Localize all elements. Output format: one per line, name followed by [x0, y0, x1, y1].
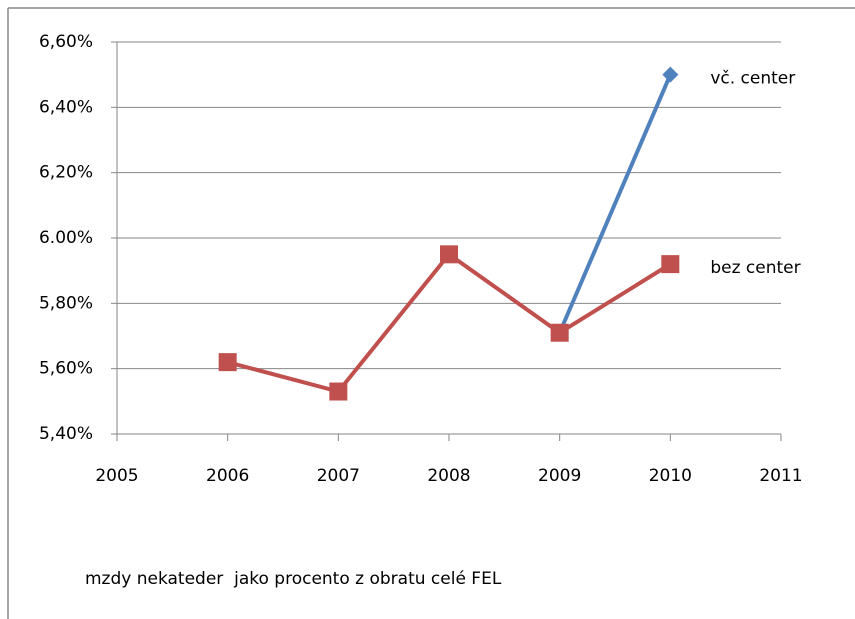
x-tick-label: 2007 — [317, 466, 360, 486]
y-tick-label: 6,20% — [39, 163, 93, 183]
series-label: bez center — [710, 258, 800, 278]
marker — [661, 255, 680, 274]
marker — [329, 382, 348, 401]
series-line — [227, 251, 672, 394]
y-tick-label: 6,40% — [39, 97, 93, 117]
y-tick-label: 6.00% — [39, 228, 93, 248]
y-tick-label: 5,40% — [39, 424, 93, 444]
series-label: vč. center — [710, 69, 795, 89]
y-tick-label: 5,80% — [39, 293, 93, 313]
x-tick-label: 2006 — [206, 466, 249, 486]
marker — [662, 66, 679, 83]
x-tick-label: 2005 — [95, 466, 138, 486]
x-tick-label: 2009 — [538, 466, 581, 486]
y-tick-label: 6,60% — [39, 32, 93, 52]
caption: mzdy nekateder jako procento z obratu ce… — [85, 569, 502, 589]
marker — [440, 245, 458, 264]
y-tick-label: 5,60% — [39, 359, 93, 379]
marker — [218, 353, 237, 372]
x-tick-label: 2011 — [759, 466, 802, 486]
series-line — [557, 73, 673, 334]
x-tick-label: 2010 — [649, 466, 692, 486]
x-tick-label: 2008 — [427, 466, 470, 486]
marker — [550, 323, 569, 342]
